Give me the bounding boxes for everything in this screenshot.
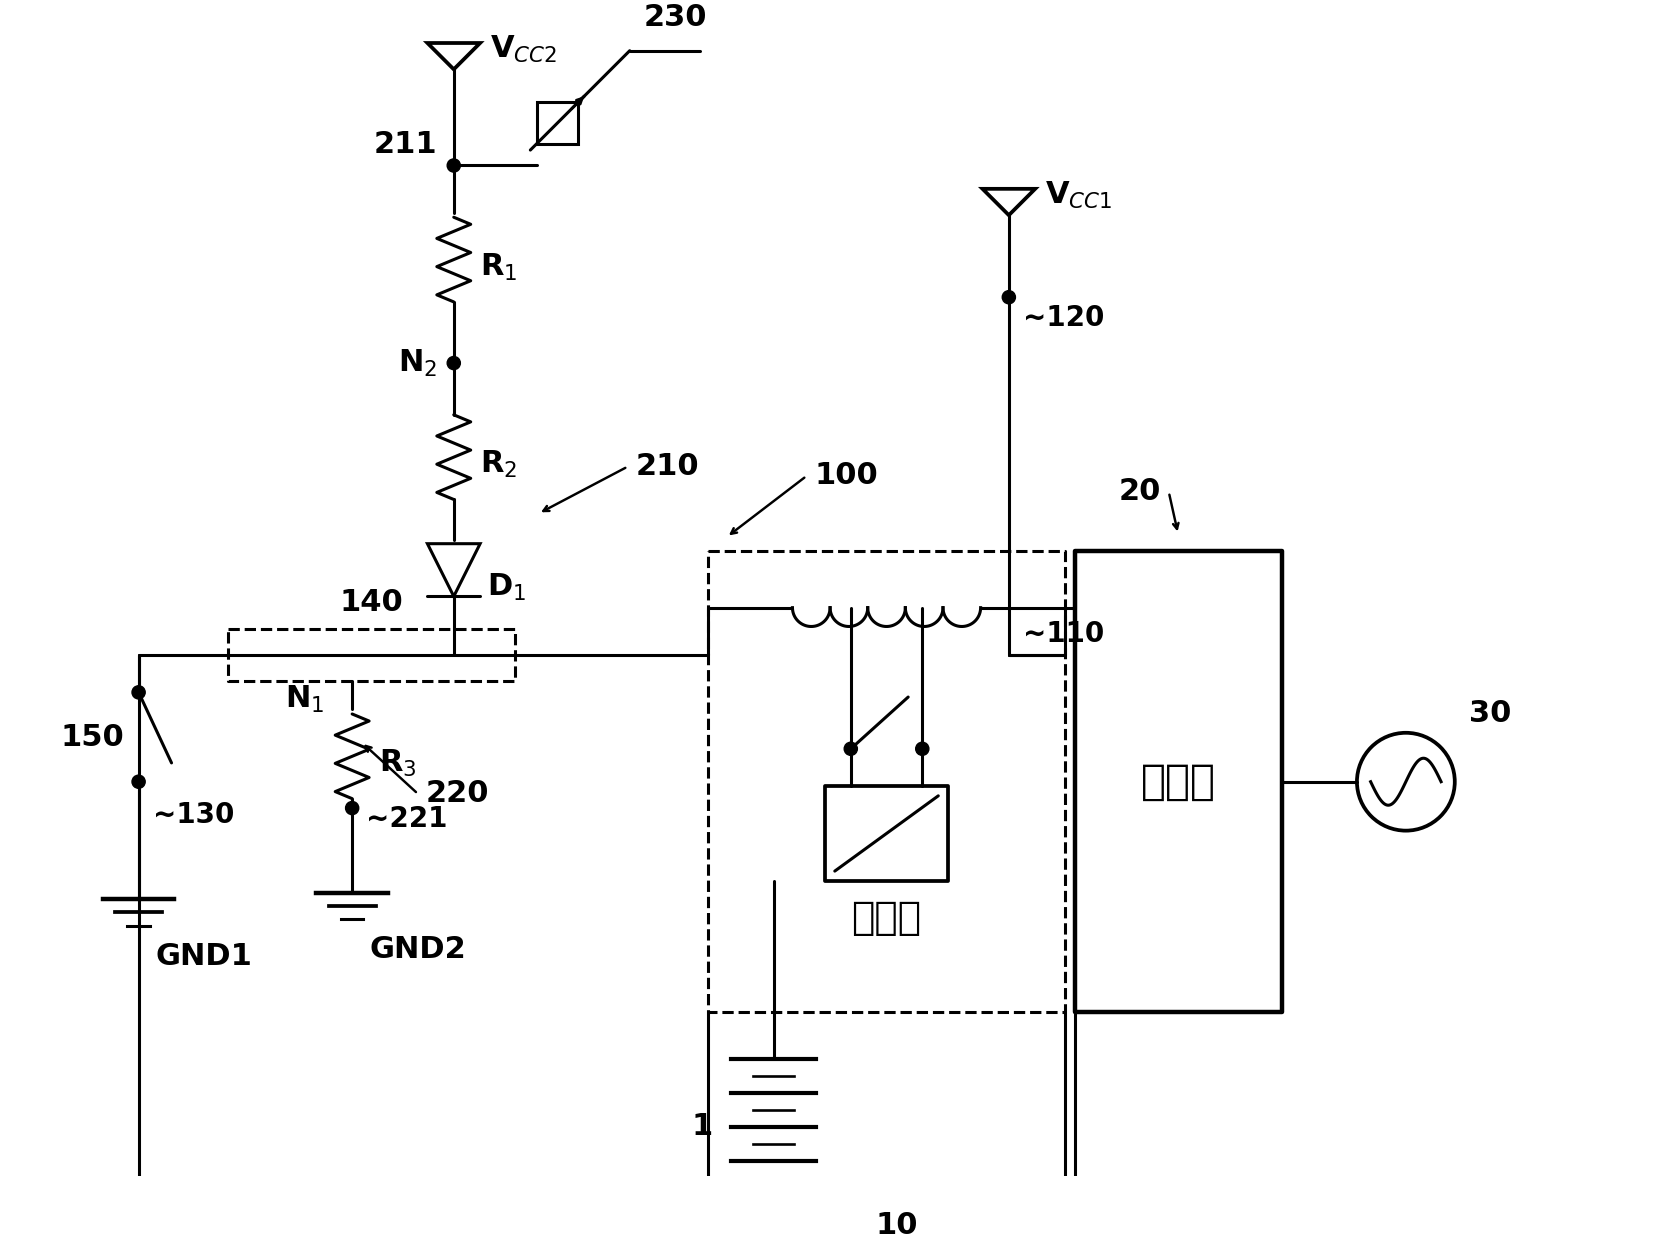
Text: 100: 100	[815, 462, 878, 490]
Text: 1: 1	[692, 1113, 712, 1141]
Text: R$_2$: R$_2$	[481, 449, 517, 480]
Bar	[1074, 552, 1282, 1012]
Text: V$_{{CC1}}$: V$_{{CC1}}$	[1044, 180, 1113, 211]
Text: ~120: ~120	[1023, 304, 1104, 332]
Circle shape	[447, 357, 461, 370]
Bar	[825, 786, 948, 881]
Bar	[537, 102, 579, 144]
Circle shape	[131, 686, 145, 698]
Circle shape	[131, 775, 145, 789]
Text: 230: 230	[644, 4, 707, 32]
Text: 211: 211	[373, 131, 437, 159]
Circle shape	[346, 801, 359, 814]
Circle shape	[916, 742, 930, 755]
Text: 220: 220	[426, 780, 489, 808]
Circle shape	[447, 159, 461, 172]
Circle shape	[845, 742, 858, 755]
Text: 继电器: 继电器	[851, 900, 921, 937]
Text: N$_1$: N$_1$	[286, 685, 324, 716]
Text: 30: 30	[1468, 700, 1512, 728]
Text: N$_2$: N$_2$	[397, 348, 437, 379]
Bar	[228, 629, 516, 681]
Text: ~221: ~221	[366, 806, 447, 833]
Text: GND1: GND1	[156, 942, 253, 971]
Text: D$_1$: D$_1$	[487, 571, 526, 602]
Text: GND2: GND2	[369, 935, 466, 964]
Bar	[708, 552, 1066, 1012]
Text: 140: 140	[339, 589, 402, 617]
Text: 10: 10	[875, 1212, 918, 1234]
Text: 150: 150	[62, 723, 125, 752]
Text: R$_3$: R$_3$	[379, 748, 416, 780]
Text: 逆变器: 逆变器	[1141, 760, 1216, 803]
Text: ~130: ~130	[153, 801, 234, 829]
Text: 20: 20	[1119, 478, 1161, 506]
Text: V$_{{CC2}}$: V$_{{CC2}}$	[489, 35, 557, 65]
Text: R$_1$: R$_1$	[481, 252, 517, 283]
Text: ~110: ~110	[1023, 619, 1104, 648]
Circle shape	[1003, 291, 1016, 304]
Text: 210: 210	[635, 452, 698, 481]
